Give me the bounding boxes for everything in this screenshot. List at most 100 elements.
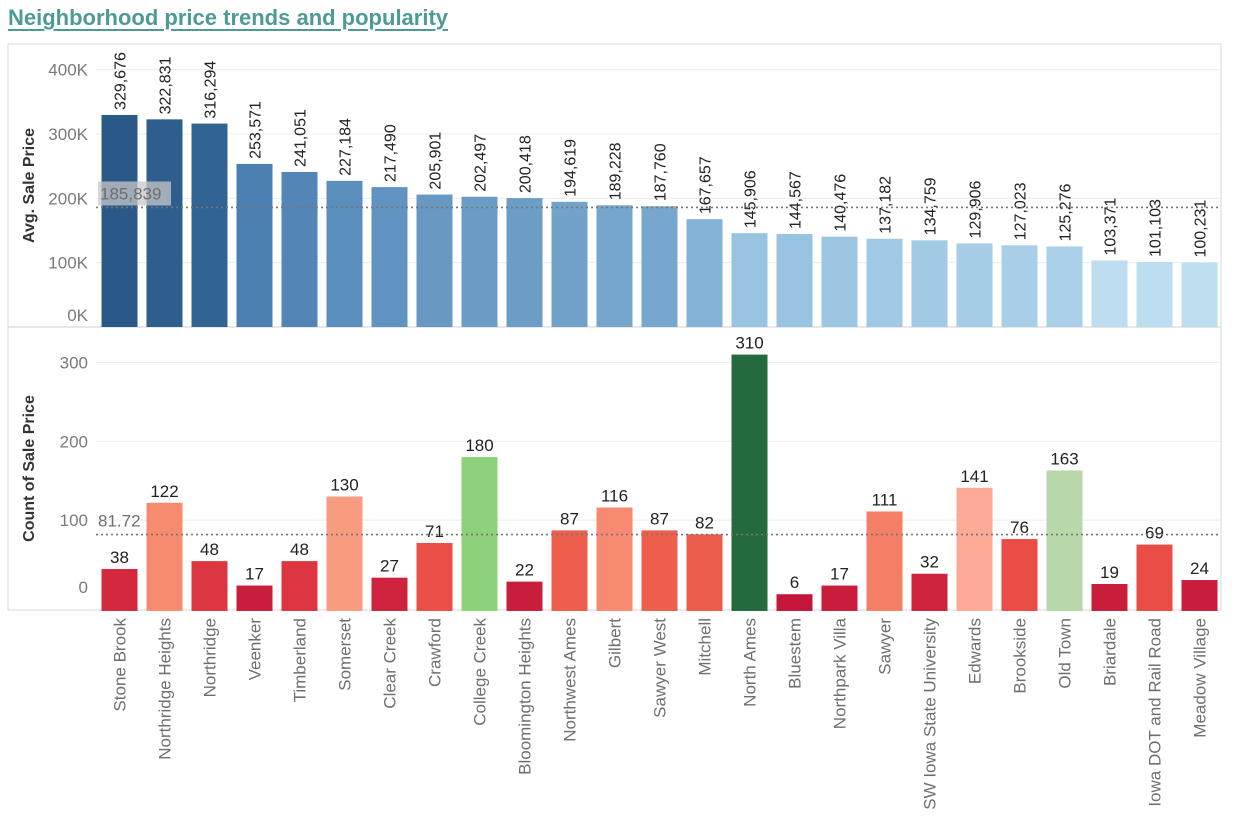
price-data-label: 103,371 (1103, 198, 1120, 256)
count-bar (686, 534, 723, 611)
price-bar (146, 119, 183, 328)
count-bar (911, 573, 948, 611)
count-data-label: 48 (200, 540, 219, 559)
count-bar (956, 487, 993, 611)
count-ytick-label: 0 (79, 578, 88, 597)
price-bar (641, 206, 678, 327)
price-bar (1136, 261, 1173, 327)
count-data-label: 17 (830, 565, 849, 584)
count-bar (866, 511, 903, 611)
price-bar (461, 196, 498, 327)
count-data-label: 116 (601, 487, 628, 506)
price-data-label: 200,418 (518, 135, 535, 193)
count-data-label: 111 (872, 490, 898, 509)
count-data-label: 122 (150, 482, 178, 501)
price-data-label: 134,759 (923, 177, 940, 235)
price-data-label: 241,051 (293, 109, 310, 167)
count-data-label: 130 (330, 475, 358, 494)
count-ytick-label: 100 (60, 511, 88, 530)
count-data-label: 6 (790, 573, 799, 592)
price-axis-title: Avg. Sale Price (21, 128, 38, 243)
price-data-label: 167,657 (698, 156, 715, 214)
price-bar (686, 219, 723, 327)
x-category-label: Sawyer West (651, 618, 670, 718)
x-category-label: Meadow Village (1191, 618, 1210, 738)
x-category-label: College Creek (471, 618, 490, 726)
count-data-label: 38 (110, 548, 129, 567)
price-ytick-label: 100K (48, 254, 88, 273)
count-bar (1091, 583, 1128, 611)
count-data-label: 32 (920, 553, 939, 572)
price-data-label: 101,103 (1148, 199, 1165, 257)
count-bar (236, 585, 273, 611)
x-category-label: Timberland (291, 618, 310, 702)
price-data-label: 144,567 (788, 171, 805, 229)
price-bar (371, 187, 408, 327)
count-bar (1136, 544, 1173, 611)
count-bar (416, 542, 453, 611)
price-bar (326, 180, 363, 327)
dashboard-title: Neighborhood price trends and popularity (8, 5, 449, 30)
count-bar (371, 577, 408, 611)
price-bar (1001, 245, 1038, 327)
price-bar (821, 236, 858, 327)
count-bar (1181, 580, 1218, 611)
price-bar (911, 240, 948, 327)
count-bar (596, 507, 633, 611)
price-bar (1046, 246, 1083, 327)
price-data-label: 329,676 (113, 52, 130, 110)
price-ytick-label: 0K (67, 306, 88, 325)
count-data-label: 19 (1100, 563, 1119, 582)
count-data-label: 76 (1010, 518, 1029, 537)
count-data-label: 24 (1190, 559, 1209, 578)
count-bar (776, 594, 813, 611)
count-bar (551, 530, 588, 611)
x-category-label: Crawford (426, 618, 445, 687)
price-data-label: 129,906 (968, 181, 985, 239)
count-reference-label: 81.72 (98, 512, 141, 531)
price-bar (506, 198, 543, 327)
price-data-label: 202,497 (473, 134, 490, 192)
price-reference-label: 185,839 (100, 184, 161, 203)
x-category-label: Northwest Ames (561, 618, 580, 742)
count-data-label: 17 (245, 565, 264, 584)
x-category-label: Northpark Villa (831, 617, 850, 729)
price-data-label: 125,276 (1058, 183, 1075, 241)
x-category-label: Clear Creek (381, 618, 400, 709)
price-bar (551, 201, 588, 327)
price-data-label: 217,490 (383, 124, 400, 182)
price-data-label: 140,476 (833, 174, 850, 232)
x-category-label: North Ames (741, 618, 760, 707)
count-data-label: 310 (735, 334, 763, 353)
x-category-label: Veenker (246, 618, 265, 681)
x-category-label: Briardale (1101, 618, 1120, 686)
price-ytick-label: 200K (48, 189, 88, 208)
x-category-label: Northridge Heights (156, 618, 175, 760)
count-ytick-label: 300 (60, 353, 88, 372)
x-category-label: Mitchell (696, 618, 715, 676)
count-axis-title: Count of Sale Price (21, 395, 38, 542)
price-bar (416, 194, 453, 327)
price-data-label: 253,571 (248, 101, 265, 159)
price-data-label: 100,231 (1193, 200, 1210, 258)
price-bar (281, 171, 318, 327)
x-category-label: Stone Brook (111, 618, 130, 712)
count-data-label: 87 (560, 509, 579, 528)
price-data-label: 137,182 (878, 176, 895, 234)
x-category-label: Edwards (966, 618, 985, 684)
count-data-label: 163 (1050, 449, 1078, 468)
price-bar (956, 243, 993, 327)
price-bar (191, 123, 228, 327)
price-ytick-label: 300K (48, 125, 88, 144)
price-data-label: 322,831 (158, 56, 175, 114)
count-bar (641, 530, 678, 611)
price-data-label: 316,294 (203, 61, 220, 119)
price-data-label: 227,184 (338, 118, 355, 176)
price-ytick-label: 400K (48, 61, 88, 80)
price-data-label: 127,023 (1013, 182, 1030, 240)
price-bar (731, 233, 768, 327)
count-data-label: 180 (465, 436, 493, 455)
price-bar (596, 205, 633, 327)
count-data-label: 141 (960, 467, 988, 486)
